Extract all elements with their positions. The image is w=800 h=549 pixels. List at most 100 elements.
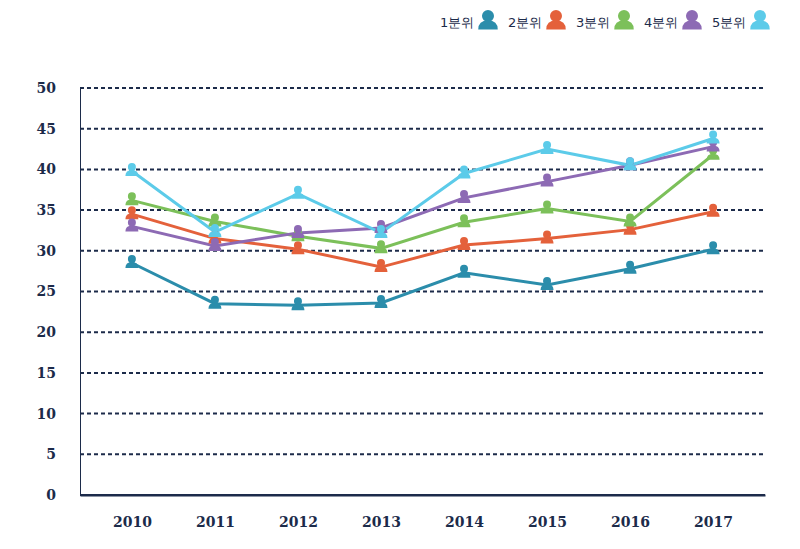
x-tick-label: 2010 [113, 514, 152, 530]
y-axis-line [80, 89, 81, 496]
x-tick-label: 2012 [279, 514, 318, 530]
y-tick-label: 0 [46, 487, 56, 503]
plot-area [125, 130, 719, 310]
grid-line [80, 372, 765, 374]
legend-label: 4분위 [644, 15, 678, 30]
series-marker [707, 204, 720, 217]
series-marker [624, 213, 637, 226]
y-tick-label: 40 [37, 161, 57, 177]
x-tick: 2017 [694, 495, 733, 530]
x-tick: 2015 [528, 495, 567, 530]
x-tick: 2014 [445, 495, 484, 530]
series-marker [374, 240, 387, 253]
series-marker [208, 238, 221, 251]
series-marker [541, 141, 554, 154]
series-marker [125, 255, 138, 268]
grid-line [80, 291, 765, 293]
x-tick-label: 2016 [611, 514, 650, 530]
series-marker [541, 231, 554, 244]
y-tick-label: 50 [37, 80, 57, 96]
series-marker [458, 265, 471, 278]
y-tick-label: 15 [37, 365, 56, 381]
y-tick-label: 20 [37, 324, 57, 340]
legend-symbol [750, 10, 770, 30]
legend-symbol [478, 10, 498, 30]
series-marker [624, 261, 637, 274]
grid-line [80, 128, 765, 130]
series-marker [707, 241, 720, 254]
series-marker [374, 259, 387, 272]
legend-label: 3분위 [576, 15, 610, 30]
series-marker [125, 192, 138, 205]
y-tick: 5 [46, 446, 80, 462]
legend-symbol [614, 10, 634, 30]
series-marker [458, 165, 471, 178]
series-marker [624, 157, 637, 170]
x-tick-label: 2014 [445, 514, 484, 530]
legend-item: 4분위 [644, 10, 702, 30]
x-tick: 2016 [611, 495, 650, 530]
series-marker [291, 241, 304, 254]
x-tick: 2013 [362, 495, 401, 530]
series-line [132, 138, 713, 232]
series-marker [125, 218, 138, 231]
y-tick-label: 45 [37, 121, 56, 137]
y-tick: 45 [37, 121, 80, 137]
grid-line [80, 250, 765, 252]
series-marker [541, 200, 554, 213]
grid-line [80, 494, 765, 496]
grid-line [80, 413, 765, 415]
series-marker [707, 130, 720, 143]
x-tick: 2011 [196, 495, 235, 530]
y-tick-label: 10 [37, 406, 57, 422]
x-axis: 2010 2011 2012 2013 2014 2015 2016 2017 [81, 495, 766, 530]
grid-line [80, 168, 765, 170]
y-tick: 35 [37, 202, 80, 218]
legend-label: 1분위 [440, 15, 474, 30]
y-tick: 30 [37, 243, 80, 259]
x-tick-label: 2017 [694, 514, 733, 530]
x-tick: 2012 [279, 495, 318, 530]
y-tick: 10 [37, 406, 80, 422]
y-tick-label: 5 [46, 446, 56, 462]
x-tick-label: 2011 [196, 514, 235, 530]
legend-label: 5분위 [712, 15, 746, 30]
x-tick-label: 2015 [528, 514, 567, 530]
series-marker [458, 214, 471, 227]
series-marker [125, 163, 138, 176]
y-tick-label: 30 [37, 243, 57, 259]
series-marker [624, 157, 637, 170]
legend: 1분위 2분위 3분위 4분위 5분위 [440, 10, 770, 30]
legend-symbol [546, 10, 566, 30]
series-marker [541, 174, 554, 187]
series-marker [208, 224, 221, 237]
legend-item: 2분위 [508, 10, 566, 30]
x-tick-label: 2013 [362, 514, 401, 530]
series-marker [541, 277, 554, 290]
y-tick: 25 [37, 283, 80, 299]
y-tick: 15 [37, 365, 80, 381]
series-marker [291, 297, 304, 310]
grid-line [80, 453, 765, 455]
series-marker [125, 206, 138, 219]
chart: 0 5 10 15 20 25 30 35 40 45 50 2010 2011 2012 2013 2014… [0, 0, 800, 549]
legend-item: 3분위 [576, 10, 634, 30]
series-marker [291, 225, 304, 238]
legend-symbol [682, 10, 702, 30]
legend-item: 5분위 [712, 10, 770, 30]
series-marker [458, 190, 471, 203]
series-marker [458, 237, 471, 250]
y-axis: 0 5 10 15 20 25 30 35 40 45 50 [37, 80, 81, 503]
series-marker [208, 296, 221, 309]
x-axis-line [81, 495, 766, 497]
x-tick: 2010 [113, 495, 152, 530]
y-tick-label: 25 [37, 283, 56, 299]
grid-line [80, 87, 765, 89]
grid [80, 88, 765, 495]
series-marker [374, 225, 387, 238]
y-tick: 20 [37, 324, 80, 340]
legend-item: 1분위 [440, 10, 498, 30]
y-tick: 0 [46, 487, 80, 503]
grid-line [80, 331, 765, 333]
legend-label: 2분위 [508, 15, 542, 30]
